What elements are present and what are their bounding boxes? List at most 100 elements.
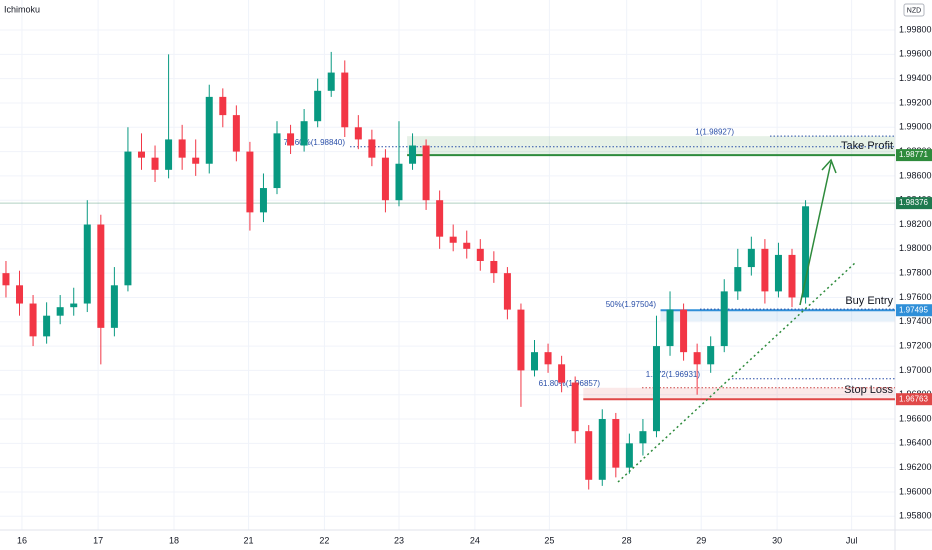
candle-body [83,224,91,304]
candle-body [503,273,511,310]
candle-body [436,200,444,237]
price-tag-label: 1.98771 [899,150,928,159]
candle-body [327,72,335,91]
candle-body [734,267,742,292]
candle-body [151,157,159,170]
candle-body [449,236,457,243]
y-tick-label: 1.97200 [899,340,932,350]
candle-body [707,346,715,365]
candle-body [219,96,227,116]
candle-body [246,151,254,213]
arrow-shaft [799,161,832,306]
fib-label: 61.80%(1.96857) [539,379,601,388]
y-tick-label: 1.97000 [899,365,932,375]
x-tick-label: 22 [319,535,329,545]
indicator-label: Ichimoku [4,4,40,14]
y-tick-label: 1.99000 [899,122,932,132]
candle-body [178,139,186,158]
candle-body [368,139,376,158]
candle-body [680,309,688,353]
level-zone [583,387,895,400]
candle-body [517,309,525,371]
y-tick-label: 1.96400 [899,438,932,448]
x-tick-label: 21 [244,535,254,545]
candle-body [409,145,417,164]
candle-body [124,151,132,286]
y-tick-label: 1.99400 [899,73,932,83]
candle-body [300,121,308,146]
y-tick-label: 1.96200 [899,462,932,472]
candle-body [354,127,362,140]
candle-body [571,382,579,432]
candle-body [16,285,24,304]
candle-body [463,242,471,249]
price-tag [896,197,932,210]
y-tick-label: 1.96600 [899,413,932,423]
candle-body [666,309,674,347]
candle-body [395,163,403,201]
candle-body [2,273,10,286]
price-tag [896,393,932,406]
x-tick-label: 18 [169,535,179,545]
price-tag [896,149,932,162]
candle-body [287,133,295,146]
fib-label: 50%(1.97504) [606,300,657,309]
candle-body [314,90,322,122]
candle-body [652,346,660,432]
candle-body [693,352,701,365]
price-tag-label: 1.96763 [899,394,928,403]
plot [0,0,895,530]
level-name: Stop Loss [844,384,893,396]
y-tick-label: 1.99600 [899,49,932,59]
candle-body [747,248,755,268]
y-tick-label: 1.95800 [899,511,932,521]
candle-body [774,254,782,292]
level-zone [407,136,895,156]
candle-body [558,364,566,383]
candle-body [70,303,78,308]
x-tick-label: 30 [772,535,782,545]
candle-body [205,96,213,164]
candle-body [341,72,349,128]
candle-body [720,291,728,347]
y-tick-label: 1.98600 [899,170,932,180]
candle-body [273,133,281,189]
candle-body [232,115,240,152]
x-tick-label: 16 [17,535,27,545]
x-tick-label: Jul [846,535,858,545]
candle-body [802,206,810,298]
x-tick-label: 24 [470,535,480,545]
price-tag [896,304,932,317]
fib-label: 1(1.98927) [695,127,734,136]
candle-body [43,315,51,337]
fib-label: 78.60%(1.98840) [284,138,346,147]
x-tick-label: 28 [622,535,632,545]
x-tick-label: 25 [544,535,554,545]
y-tick-label: 1.97800 [899,268,932,278]
currency-label: NZD [907,7,921,14]
y-tick-label: 1.97400 [899,316,932,326]
x-tick-label: 23 [394,535,404,545]
price-tag-label: 1.97495 [899,305,928,314]
candle-body [422,145,430,201]
x-tick-label: 17 [93,535,103,545]
candle-body [788,254,796,298]
candle-body [110,285,118,328]
level-name: Buy Entry [845,295,893,307]
candle-body [761,248,769,292]
currency-box [903,3,925,17]
level-zone [660,310,895,322]
candle-body [381,157,389,201]
candle-body [137,151,145,158]
candle-body [56,307,64,316]
candle-body [639,431,647,444]
y-tick-label: 1.99800 [899,24,932,34]
candle-body [612,419,620,468]
fib-label: 1.272(1.96931) [646,370,701,379]
price-tag-label: 1.98376 [899,198,928,207]
trend-line [617,262,856,483]
candle-body [598,419,606,480]
candle-body [165,139,173,170]
y-tick-label: 1.96000 [899,486,932,496]
